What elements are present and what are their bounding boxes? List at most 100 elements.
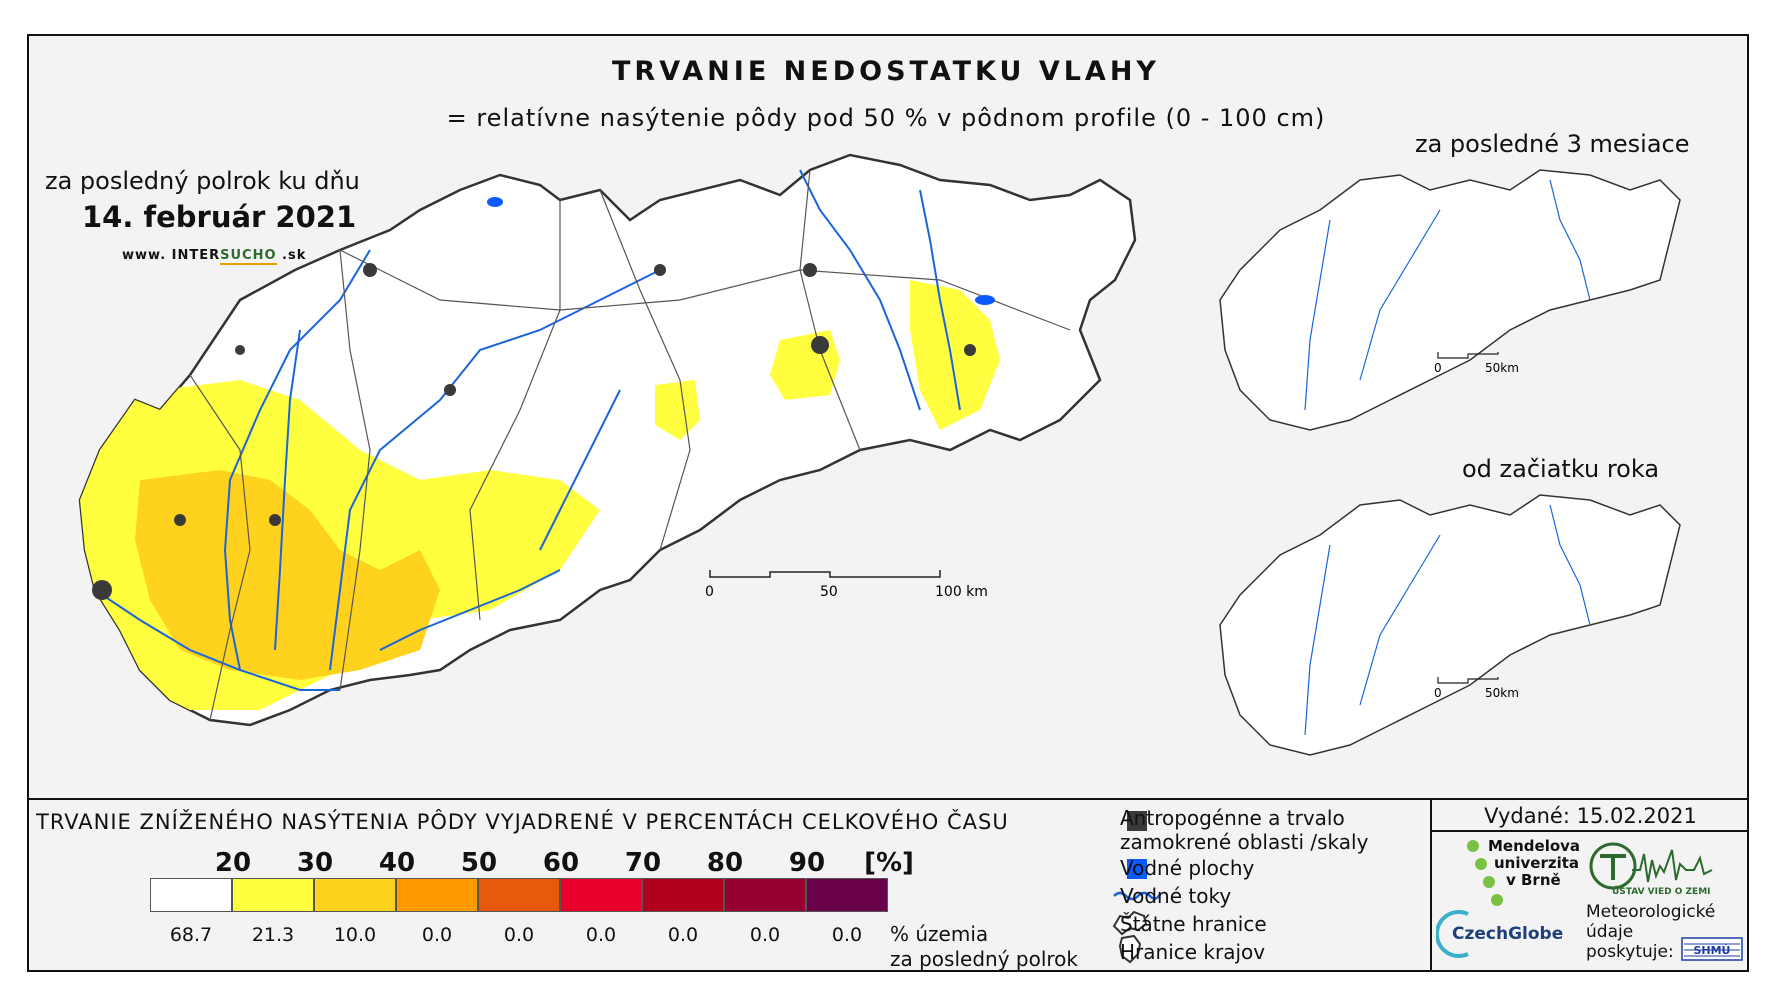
main-scale-bar-line bbox=[709, 570, 941, 578]
urban-presov bbox=[803, 263, 817, 277]
threshold-90: 90 bbox=[788, 848, 826, 878]
legend-swatch-1 bbox=[232, 878, 314, 912]
inset-year-river-3 bbox=[1549, 504, 1591, 626]
czechglobe-arc-icon bbox=[1436, 910, 1469, 958]
main-scale-label-0: 0 bbox=[705, 584, 714, 600]
key-anthropogenic-line1: Antropogénne a trvalo bbox=[1120, 806, 1345, 830]
urban-trnava bbox=[174, 514, 186, 526]
zone-30-40-west bbox=[135, 470, 440, 680]
inset-3months-title: za posledné 3 mesiace bbox=[1415, 130, 1690, 158]
urban-zilina bbox=[363, 263, 377, 277]
inset-3months-river-3 bbox=[1549, 179, 1591, 301]
water-body-icon bbox=[1127, 859, 1147, 879]
urban-areas bbox=[92, 263, 976, 600]
threshold-40: 40 bbox=[378, 848, 416, 878]
water-bodies bbox=[487, 197, 995, 305]
legend-swatch-0 bbox=[150, 878, 232, 912]
threshold-50: 50 bbox=[460, 848, 498, 878]
urban-bratislava bbox=[92, 580, 112, 600]
key-region-border: Hranice krajov bbox=[1120, 940, 1266, 964]
urban-banska-bystrica bbox=[444, 384, 456, 396]
inset-year-scale-0: 0 bbox=[1434, 686, 1442, 700]
meteo-credit: Meteorologické údaje poskytuje: bbox=[1586, 902, 1715, 962]
key-state-border: Štátne hranice bbox=[1120, 912, 1267, 936]
share-8: 0.0 bbox=[831, 924, 863, 946]
mendel-line2: univerzita bbox=[1494, 854, 1580, 872]
drought-zones bbox=[80, 280, 1000, 710]
region-borders bbox=[189, 169, 1071, 721]
legend-swatch-8 bbox=[806, 878, 888, 912]
river-slana bbox=[539, 389, 621, 551]
website-prefix: www. INTER bbox=[122, 248, 221, 263]
meteo-line2: údaje bbox=[1586, 922, 1634, 942]
main-scale-label-50: 50 bbox=[820, 584, 838, 600]
legend-swatch-7 bbox=[724, 878, 806, 912]
website-link[interactable]: www. INTERSUCHO .sk bbox=[122, 248, 306, 265]
river-hron bbox=[329, 269, 661, 671]
main-scale-label-100: 100 km bbox=[935, 584, 988, 600]
inset-year-scale-bar: 0 50km bbox=[1434, 677, 1519, 700]
region-border-icon bbox=[1118, 934, 1142, 964]
inset-year-river-2 bbox=[1359, 534, 1441, 706]
share-4: 0.0 bbox=[503, 924, 535, 946]
issuer-divider bbox=[1430, 798, 1432, 972]
anthropogenic-icon bbox=[1127, 811, 1147, 831]
water-orava bbox=[487, 197, 503, 207]
share-2: 10.0 bbox=[333, 924, 377, 946]
threshold-unit: [%] bbox=[864, 848, 914, 878]
inset-3months-scale-50: 50km bbox=[1485, 361, 1519, 375]
period-label: za posledný polrok ku dňu bbox=[45, 167, 360, 195]
mendel-logo-icon bbox=[1467, 840, 1503, 906]
shmu-logo-text: SHMÚ bbox=[1693, 944, 1730, 957]
inset-3months-map: 0 50km bbox=[1219, 169, 1681, 431]
inset-year-rivers bbox=[1304, 504, 1591, 736]
share-6: 0.0 bbox=[667, 924, 699, 946]
water-sirava bbox=[975, 295, 995, 305]
legend-swatch-3 bbox=[396, 878, 478, 912]
map-subtitle: = relatívne nasýtenie pôdy pod 50 % v pô… bbox=[446, 104, 1326, 132]
share-caption-line1: % územia bbox=[890, 922, 989, 946]
state-border-icon bbox=[1112, 910, 1148, 936]
threshold-80: 80 bbox=[706, 848, 744, 878]
urban-michalovce bbox=[964, 344, 976, 356]
share-7: 0.0 bbox=[749, 924, 781, 946]
region-border-1 bbox=[189, 374, 251, 721]
legend-color-scale bbox=[150, 878, 888, 914]
inset-3months-rivers bbox=[1304, 179, 1591, 411]
mendel-line3: v Brně bbox=[1506, 871, 1561, 889]
urban-trencin bbox=[235, 345, 245, 355]
legend-panel bbox=[27, 798, 1749, 972]
shmu-logo-icon: SHMÚ bbox=[1681, 937, 1743, 961]
region-border-2 bbox=[339, 249, 371, 691]
region-border-3 bbox=[469, 200, 561, 621]
map-title: TRVANIE NEDOSTATKU VLAHY bbox=[612, 56, 1160, 87]
share-caption: % územia za posledný polrok bbox=[890, 922, 1078, 972]
legend-swatch-4 bbox=[478, 878, 560, 912]
zone-20-30-central bbox=[655, 380, 700, 440]
key-anthropogenic-line2: zamokrené oblasti /skaly bbox=[1120, 830, 1369, 854]
key-water-courses: Vodné toky bbox=[1120, 884, 1232, 908]
region-border-6 bbox=[339, 249, 1071, 331]
threshold-20: 20 bbox=[214, 848, 252, 878]
inset-year-scale-50: 50km bbox=[1485, 686, 1519, 700]
urban-nitra bbox=[269, 514, 281, 526]
river-vah bbox=[223, 249, 371, 671]
legend-swatch-5 bbox=[560, 878, 642, 912]
main-map: 0 50 100 km bbox=[78, 153, 1137, 727]
inset-year-scale-bar-line bbox=[1437, 677, 1499, 684]
share-5: 0.0 bbox=[585, 924, 617, 946]
meteo-line3: poskytuje: bbox=[1586, 942, 1674, 962]
threshold-30: 30 bbox=[296, 848, 334, 878]
mendel-logo-text: Mendelova univerzita v Brně bbox=[1488, 838, 1580, 889]
share-0: 68.7 bbox=[169, 924, 213, 946]
inset-3months-river-2 bbox=[1359, 209, 1441, 381]
region-border-5 bbox=[799, 169, 861, 451]
czechglobe-logo: CzechGlobe bbox=[1452, 924, 1564, 944]
threshold-60: 60 bbox=[542, 848, 580, 878]
inset-3months-scale-bar: 0 50km bbox=[1434, 352, 1519, 375]
threshold-70: 70 bbox=[624, 848, 662, 878]
inset-year-title: od začiatku roka bbox=[1462, 455, 1660, 483]
inset-year-river-1 bbox=[1304, 544, 1331, 736]
uvoz-logo-text: ÚSTAV VIED O ZEMI bbox=[1612, 887, 1711, 897]
water-course-icon bbox=[1113, 891, 1162, 901]
